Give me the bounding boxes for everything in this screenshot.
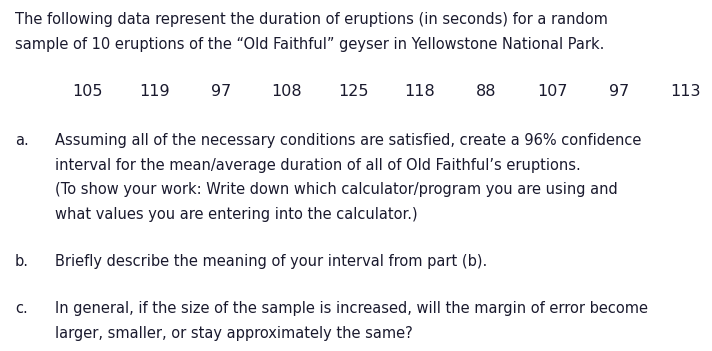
- Text: In general, if the size of the sample is increased, will the margin of error bec: In general, if the size of the sample is…: [55, 302, 648, 316]
- Text: 118: 118: [404, 84, 435, 99]
- Text: larger, smaller, or stay approximately the same?: larger, smaller, or stay approximately t…: [55, 326, 413, 341]
- Text: Briefly describe the meaning of your interval from part (b).: Briefly describe the meaning of your int…: [55, 254, 487, 269]
- Text: (To show your work: Write down which calculator/program you are using and: (To show your work: Write down which cal…: [55, 183, 618, 197]
- Text: 97: 97: [609, 84, 629, 99]
- Text: what values you are entering into the calculator.): what values you are entering into the ca…: [55, 207, 418, 222]
- Text: interval for the mean/average duration of all of Old Faithful’s eruptions.: interval for the mean/average duration o…: [55, 158, 581, 173]
- Text: 125: 125: [338, 84, 369, 99]
- Text: sample of 10 eruptions of the “Old Faithful” geyser in Yellowstone National Park: sample of 10 eruptions of the “Old Faith…: [15, 37, 604, 52]
- Text: 105: 105: [73, 84, 103, 99]
- Text: c.: c.: [15, 302, 28, 316]
- Text: 97: 97: [211, 84, 231, 99]
- Text: 108: 108: [272, 84, 303, 99]
- Text: 88: 88: [476, 84, 496, 99]
- Text: a.: a.: [15, 133, 28, 148]
- Text: 119: 119: [139, 84, 169, 99]
- Text: The following data represent the duration of eruptions (in seconds) for a random: The following data represent the duratio…: [15, 12, 608, 27]
- Text: Assuming all of the necessary conditions are satisfied, create a 96% confidence: Assuming all of the necessary conditions…: [55, 133, 642, 148]
- Text: 107: 107: [537, 84, 567, 99]
- Text: b.: b.: [15, 254, 29, 269]
- Text: 113: 113: [670, 84, 700, 99]
